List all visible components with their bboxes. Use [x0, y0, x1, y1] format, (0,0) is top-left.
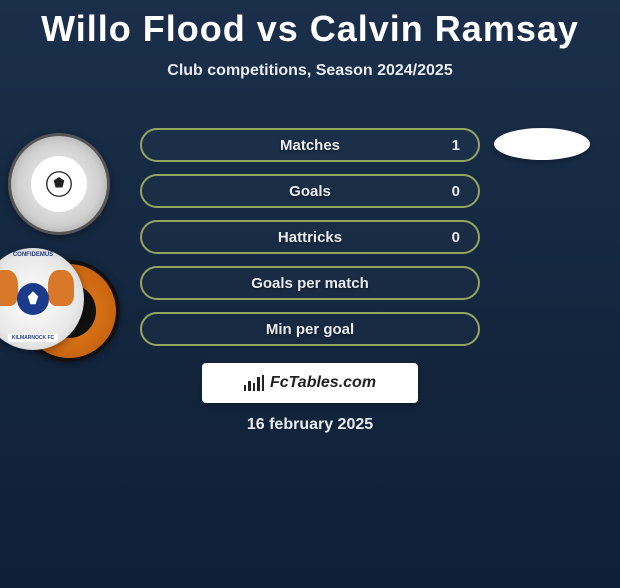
stat-row-matches: Matches 1 — [140, 128, 480, 162]
footer-date: 16 february 2025 — [247, 416, 373, 434]
squirrel-icon — [0, 270, 18, 306]
stat-row-goals: Goals 0 — [140, 174, 480, 208]
squirrel-icon — [48, 270, 74, 306]
stat-label: Goals — [289, 183, 331, 200]
stat-row-goals-per-match: Goals per match — [140, 266, 480, 300]
brand-text: FcTables.com — [270, 374, 376, 392]
team-badge-egypt — [8, 133, 110, 235]
stat-label: Min per goal — [266, 321, 354, 338]
soccer-ball-icon — [45, 170, 73, 198]
subtitle: Club competitions, Season 2024/2025 — [0, 62, 620, 80]
soccer-ball-icon — [17, 283, 49, 315]
stat-label: Hattricks — [278, 229, 342, 246]
stat-label: Matches — [280, 137, 340, 154]
badge-text-bottom: KILMARNOCK FC — [8, 334, 58, 342]
brand-badge: FcTables.com — [202, 363, 418, 403]
stat-row-min-per-goal: Min per goal — [140, 312, 480, 346]
stat-value: 0 — [452, 183, 460, 200]
team-badge-oval — [494, 128, 590, 160]
badge-text-top: CONFIDEMUS — [13, 252, 53, 258]
stats-list: Matches 1 Goals 0 Hattricks 0 Goals per … — [140, 128, 480, 358]
stat-value: 0 — [452, 229, 460, 246]
stat-row-hattricks: Hattricks 0 — [140, 220, 480, 254]
stat-value: 1 — [452, 137, 460, 154]
stat-label: Goals per match — [251, 275, 369, 292]
chart-icon — [244, 375, 264, 391]
page-title: Willo Flood vs Calvin Ramsay — [0, 8, 620, 50]
